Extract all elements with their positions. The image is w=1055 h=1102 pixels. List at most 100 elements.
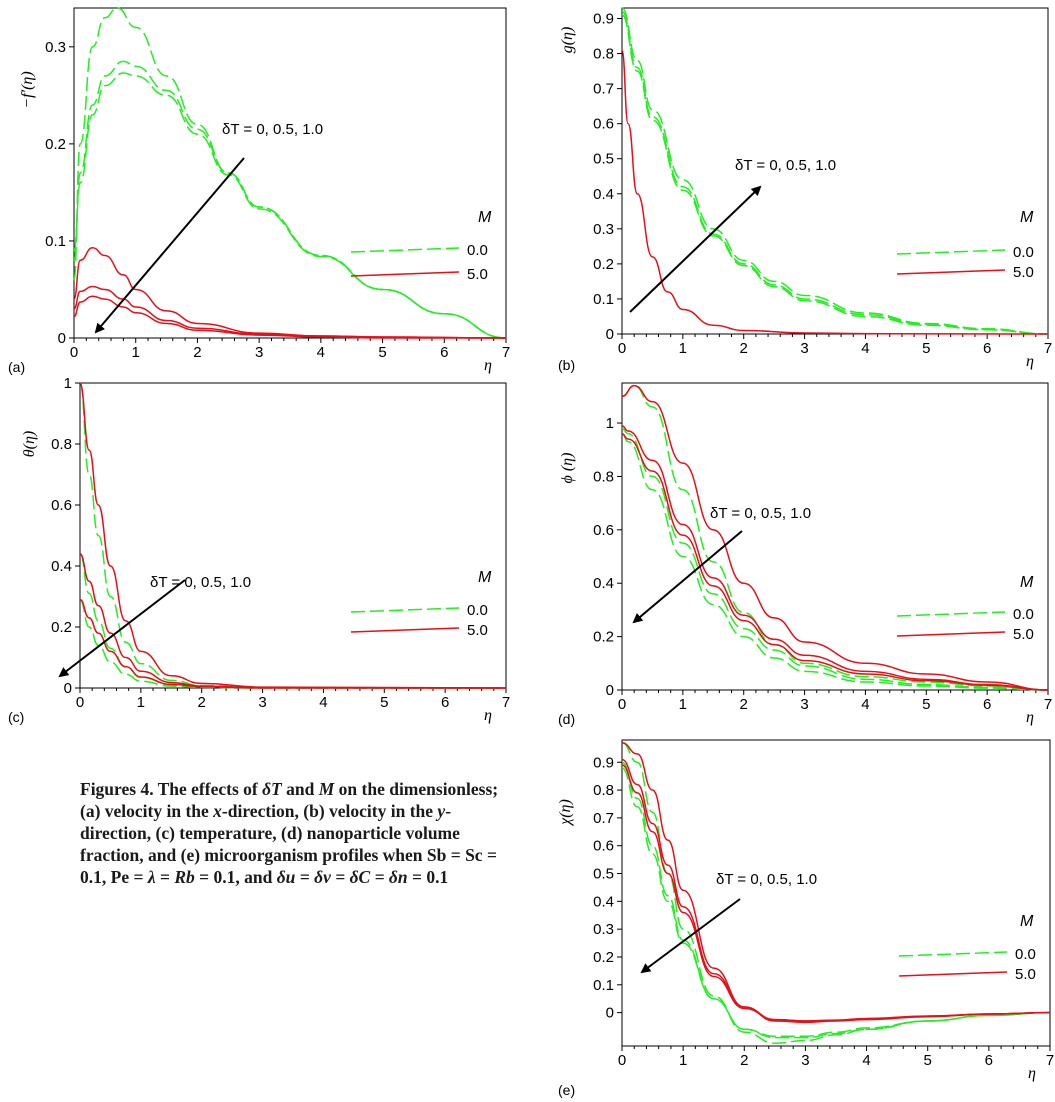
series-line-m0 (79, 553, 506, 689)
y-tick-label: 0.8 (593, 468, 614, 485)
chart-panel: 0 1 2 3 4 5 6 7 0 0.2 0.4 0.6 0.8 1 η θ(η) (c) δT = 0, 0.… (8, 375, 510, 725)
legend-swatch (896, 249, 1006, 255)
panel-label: (c) (8, 709, 24, 725)
series-line-m0 (73, 72, 507, 339)
series-line-m5 (621, 424, 1049, 691)
y-tick-label: 0.7 (593, 81, 614, 98)
legend-label: 5.0 (1013, 264, 1034, 281)
y-tick-label: 0.1 (593, 977, 614, 994)
y-tick-label: 0 (606, 682, 614, 699)
plot-frame (621, 739, 1051, 1047)
x-tick-label: 5 (922, 340, 930, 357)
series-line-m0 (621, 384, 1049, 691)
series-line-m0 (621, 742, 1051, 1044)
panel-label: (a) (8, 359, 25, 375)
annotation-label: δT = 0, 0.5, 1.0 (716, 871, 817, 888)
annotation-arrow (94, 157, 245, 334)
legend-label: 5.0 (1013, 626, 1034, 643)
x-tick-label: 6 (983, 340, 991, 357)
legend-label: 0.0 (1013, 244, 1034, 261)
y-tick-label: 0.6 (593, 116, 614, 133)
x-tick-label: 1 (132, 344, 140, 361)
legend-label: 0.0 (1015, 946, 1036, 963)
legend-title: M (478, 209, 492, 226)
y-tick-label: 0.8 (593, 46, 614, 63)
series-line-m5 (73, 295, 506, 339)
legend-title: M (1020, 913, 1034, 930)
y-tick-label: 0.3 (45, 39, 66, 56)
x-tick-label: 3 (258, 694, 266, 711)
y-tick-label: 0.4 (593, 186, 614, 203)
y-tick-label: 0 (606, 326, 614, 343)
legend-swatch (896, 269, 1006, 275)
x-tick-label: 4 (861, 696, 869, 713)
y-tick-label: 0.6 (593, 522, 614, 539)
plot-frame (79, 382, 507, 689)
series-line-m0 (73, 60, 507, 339)
annotation-arrow (640, 898, 741, 974)
legend-label: 0.0 (467, 602, 488, 619)
series-line-m5 (621, 742, 1051, 1024)
series-line-m5 (621, 764, 1051, 1022)
series-line-m0 (621, 767, 1051, 1038)
y-tick-label: 0.6 (593, 838, 614, 855)
y-tick-label: 0.4 (593, 575, 614, 592)
y-axis-label: −f′(η) (19, 71, 36, 108)
y-axis-label: g(η) (559, 27, 576, 54)
y-axis-label: χ(η) (557, 799, 574, 827)
plot-frame (73, 7, 507, 339)
legend-title: M (1020, 209, 1034, 226)
panel-label: (b) (558, 357, 575, 373)
y-tick-label: 1 (64, 375, 72, 392)
x-tick-label: 1 (679, 1052, 687, 1069)
legend-swatch (898, 951, 1008, 957)
y-tick-label: 0.9 (593, 754, 614, 771)
figure-caption: Figures 4. The effects of δT and M on th… (80, 779, 499, 887)
chart-panel: 0 1 2 3 4 5 6 7 0 0.1 0.2 0.3 0.4 0.5 0.6 0.7 0.8 0.9 η g(η… (558, 7, 1052, 373)
series-line-m0 (621, 14, 1049, 335)
annotation-arrow (629, 185, 762, 313)
x-tick-label: 1 (679, 696, 687, 713)
y-tick-label: 0.1 (593, 291, 614, 308)
x-tick-label: 4 (862, 1052, 870, 1069)
series-line-m5 (73, 246, 507, 339)
x-axis-label: η (484, 707, 492, 724)
panel-label: (d) (558, 711, 575, 727)
y-tick-label: 0.1 (45, 233, 66, 250)
legend-swatch (896, 631, 1006, 637)
x-tick-label: 5 (380, 694, 388, 711)
x-tick-label: 4 (317, 344, 325, 361)
annotation-label: δT = 0, 0.5, 1.0 (222, 121, 323, 138)
x-tick-label: 4 (319, 694, 327, 711)
y-tick-label: 0.2 (51, 619, 72, 636)
y-tick-label: 0 (64, 680, 72, 697)
legend-label: 0.0 (467, 242, 488, 259)
y-axis-label: ϕ (η) (559, 453, 576, 484)
x-tick-label: 0 (618, 1052, 626, 1069)
y-tick-label: 0.3 (593, 221, 614, 238)
y-tick-label: 0.2 (593, 256, 614, 273)
series-line-m0 (621, 427, 1049, 691)
x-tick-label: 7 (1044, 340, 1052, 357)
y-tick-label: 0.8 (593, 782, 614, 799)
x-tick-label: 5 (922, 696, 930, 713)
panel-label: (e) (558, 1082, 575, 1098)
x-tick-label: 0 (618, 340, 626, 357)
x-tick-label: 3 (801, 1052, 809, 1069)
x-axis-label: η (1026, 353, 1034, 370)
x-tick-label: 2 (193, 344, 201, 361)
series-line-m5 (621, 758, 1051, 1022)
legend-swatch (350, 627, 460, 633)
y-tick-label: 0.3 (593, 921, 614, 938)
series-line-m0 (621, 761, 1051, 1039)
y-tick-label: 0.8 (51, 436, 72, 453)
chart-panel: 0 1 2 3 4 5 6 7 0 0.1 0.2 0.3 η −f′(η) (a) δT = 0, 0.5,… (8, 7, 510, 375)
x-tick-label: 0 (76, 694, 84, 711)
chart-panel: 0 1 2 3 4 5 6 7 0 0.2 0.4 0.6 0.8 1 η ϕ (η) (d) δT = 0, 0… (558, 382, 1052, 727)
series-line-m0 (621, 432, 1049, 691)
legend-label: 5.0 (1015, 966, 1036, 983)
y-tick-label: 0.9 (593, 11, 614, 28)
series-line-m0 (79, 598, 506, 689)
x-tick-label: 7 (502, 694, 510, 711)
annotation-label: δT = 0, 0.5, 1.0 (735, 157, 836, 174)
